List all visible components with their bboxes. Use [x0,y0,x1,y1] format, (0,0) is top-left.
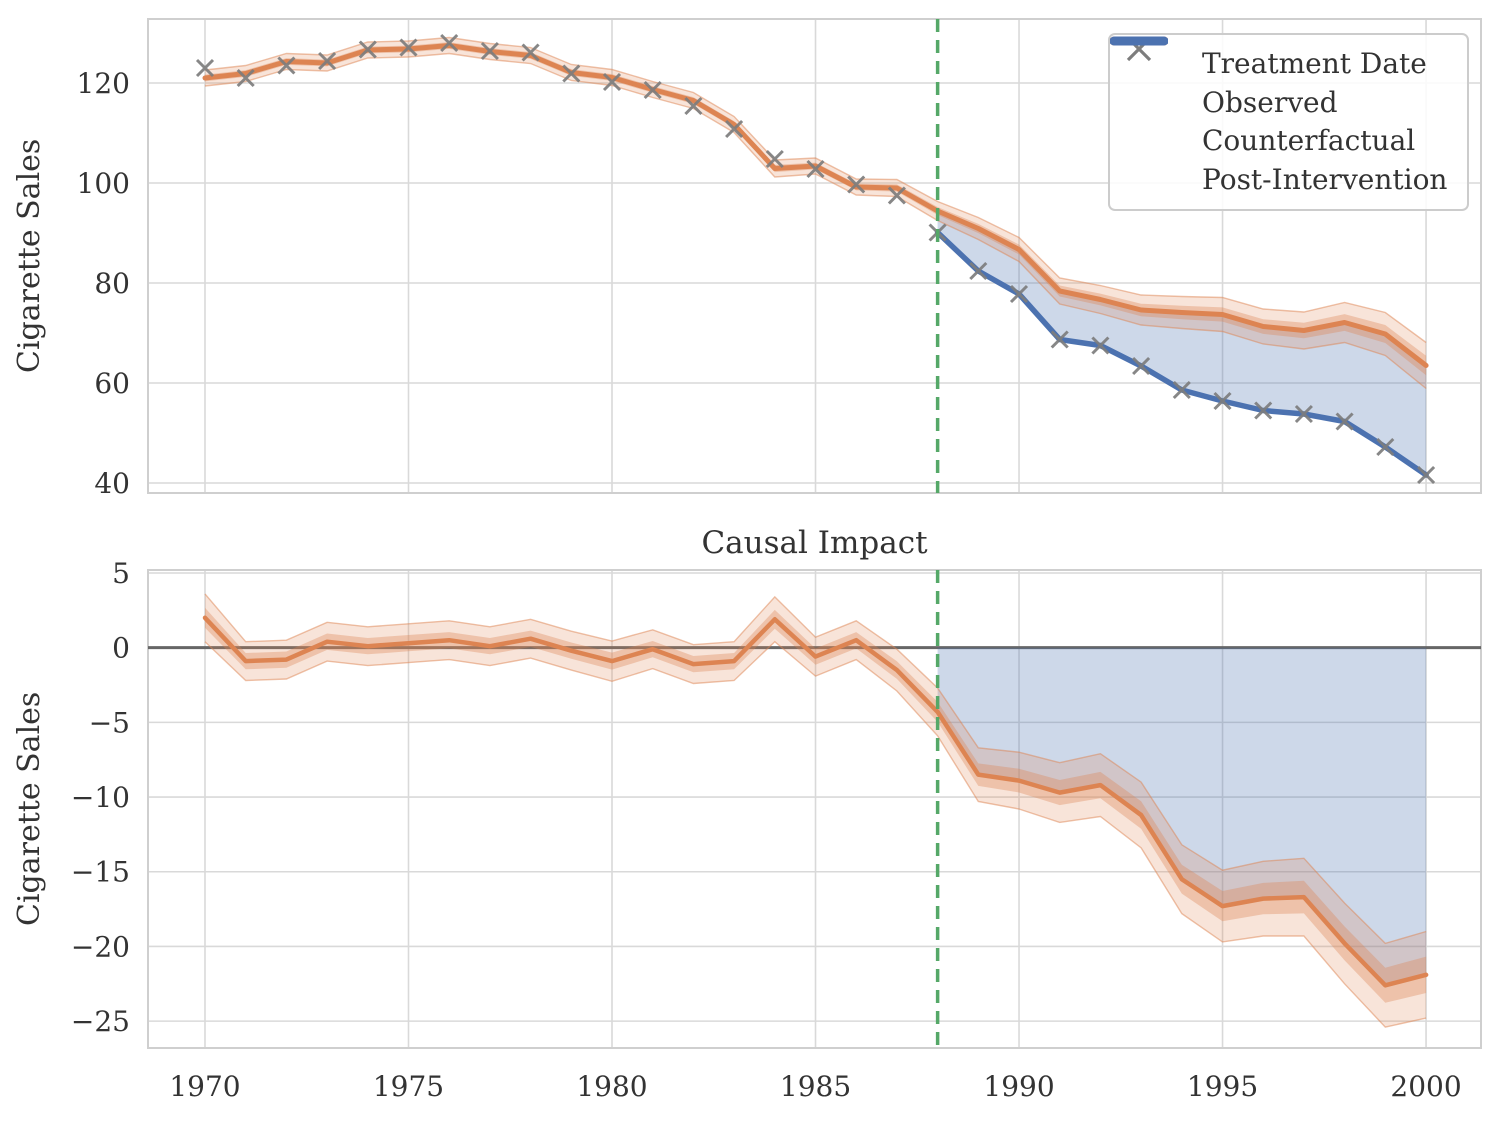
observed-marker [521,43,540,62]
legend-item-treatment-date: Treatment Date [1111,39,1455,80]
legend-label-post-intervention: Post-Intervention [1202,163,1448,197]
x-tick-label: 1970 [169,1070,240,1103]
top-chart-ylabel: Cigarette Sales [12,138,47,374]
effect-fill [937,647,1427,986]
x-tick-label: 2000 [1390,1070,1461,1103]
observed-marker [562,64,581,83]
y-tick-label: 80 [94,267,130,300]
observed-marker [277,56,296,75]
observed-marker [643,80,662,100]
y-tick-label: 0 [112,632,130,665]
observed-marker [602,72,622,92]
ci-band-edge-lower [204,52,1427,390]
plot-border [147,18,1482,494]
ci-band-edge-upper [204,36,1427,344]
impact-line [202,615,1429,988]
y-tick-label: −15 [71,856,130,889]
y-tick-label: 120 [77,67,130,100]
observed-marker [1091,336,1110,355]
observed-marker [765,149,784,169]
observed-marker [1132,356,1151,376]
observed-marker [236,68,255,88]
ci-band-outer [205,593,1427,1028]
ci-band-inner [205,607,1427,1003]
legend: Treatment Date Observed Counterfactual P… [1108,33,1469,211]
observed-marker [1172,380,1191,400]
observed-marker [195,58,215,78]
observed-marker [1213,391,1232,411]
legend-label-counterfactual: Counterfactual [1202,124,1416,158]
y-tick-label: −5 [89,706,130,739]
x-tick-label: 1980 [576,1070,647,1103]
observed-marker [1254,401,1273,420]
observed-marker [440,33,459,53]
observed-marker [684,96,703,116]
x-tick-label: 1990 [983,1070,1054,1103]
legend-label-observed: Observed [1202,85,1338,119]
ci-band-outer [205,37,1427,389]
plot-border [147,569,1482,1049]
legend-label-treatment-date: Treatment Date [1202,46,1427,80]
observed-marker [1335,412,1354,431]
observed-marker [358,40,377,59]
observed-marker [1376,437,1395,457]
impact-chart-title: Causal Impact [701,525,928,561]
legend-item-post-intervention: Post-Intervention [1110,36,1455,197]
y-tick-label: 5 [112,557,130,590]
ci-band-edge-lower [204,640,1427,1028]
y-tick-label: −20 [71,930,130,963]
impact-chart: 5 0 −5 −10 −15 −20 −25 1970 1975 1980 1985 1990 1995… [71,557,1482,1103]
observed-marker [847,175,866,194]
legend-item-counterfactual: Counterfactual [1110,36,1455,158]
observed-marker [480,41,499,61]
x-tick-label: 1985 [780,1070,851,1103]
observed-marker [399,38,418,57]
ci-band-edge-upper [204,593,1427,945]
y-tick-label: 100 [77,167,130,200]
y-tick-label: 60 [94,367,130,400]
effect-fill [937,211,1427,475]
observed-markers [195,33,1436,485]
observed-marker [1294,404,1313,424]
impact-chart-ylabel: Cigarette Sales [12,691,47,927]
y-tick-label: −25 [71,1005,130,1038]
observed-marker [318,51,337,71]
observed-marker [806,159,825,179]
x-tick-label: 1995 [1187,1070,1258,1103]
y-tick-label: −10 [71,781,130,814]
observed-marker [887,186,906,205]
y-tick-label: 40 [94,467,130,500]
observed-marker [969,261,988,281]
legend-item-observed: Observed [1122,36,1455,119]
observed-marker [1417,465,1436,485]
observed-marker [1050,330,1069,349]
observed-marker [725,119,744,139]
x-tick-label: 1975 [373,1070,444,1103]
observed-marker [1009,284,1029,304]
